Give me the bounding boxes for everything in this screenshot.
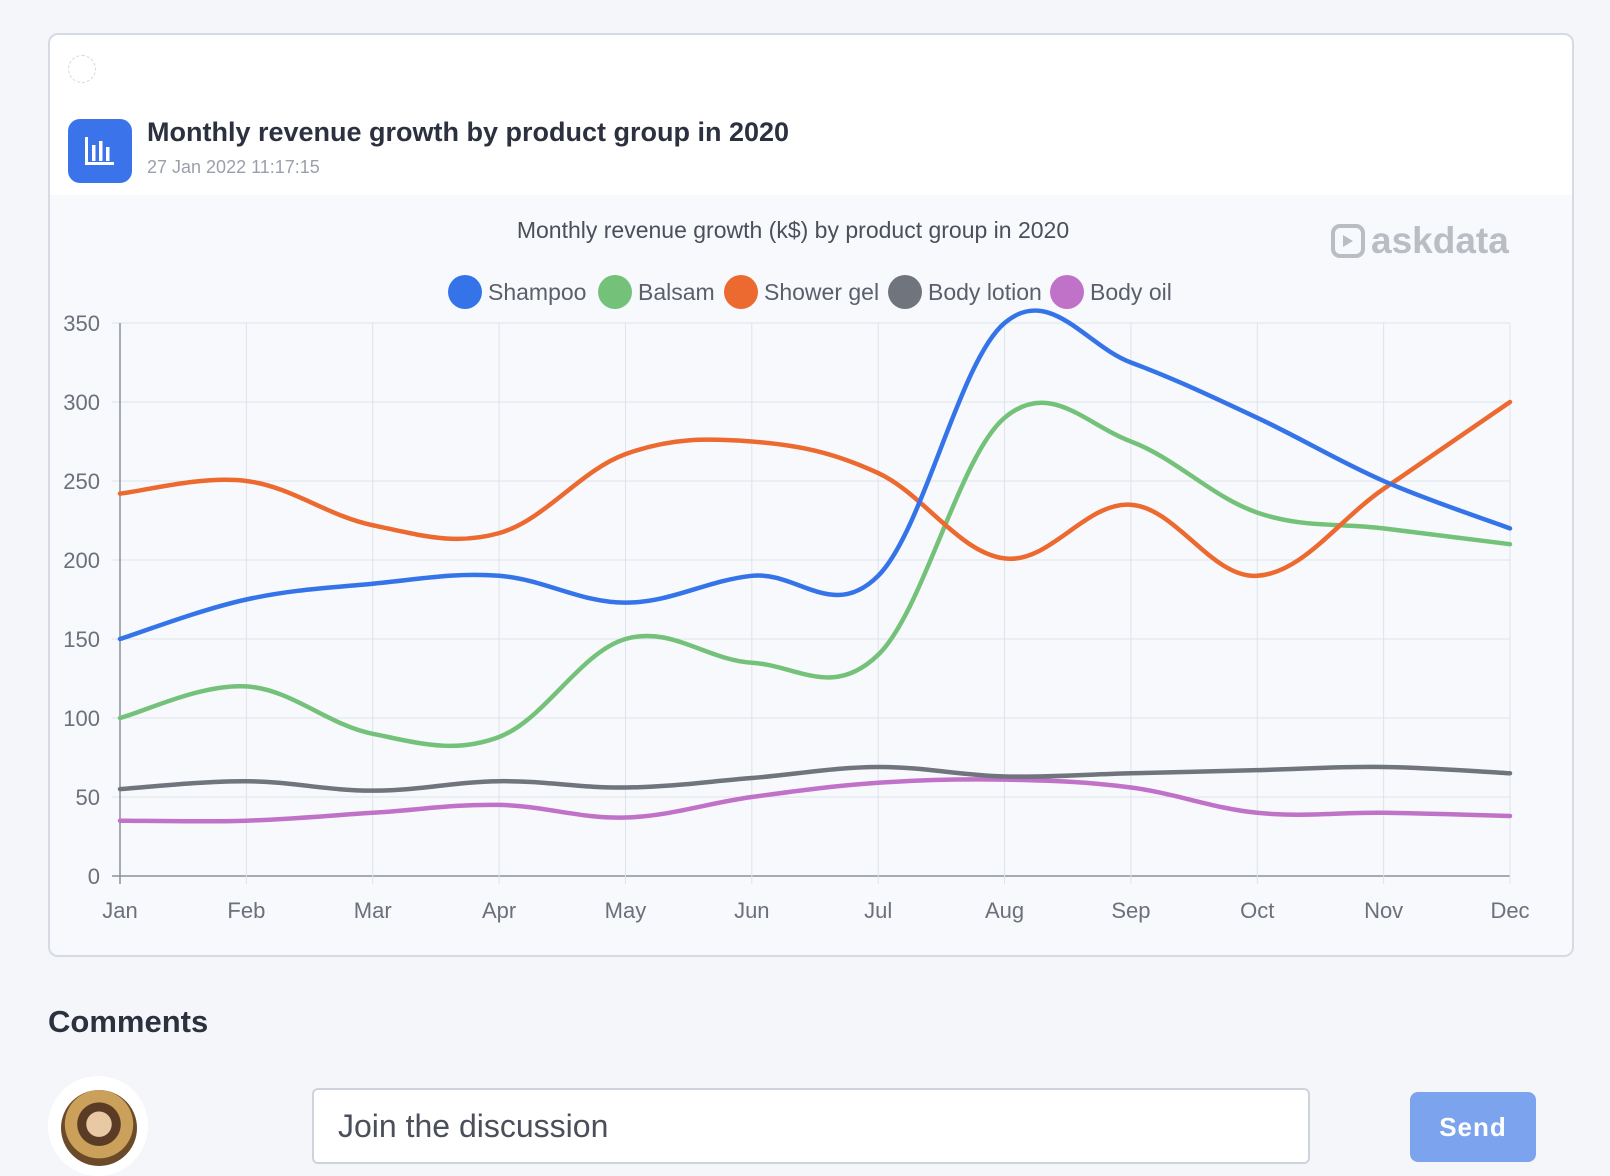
bar-chart-icon bbox=[68, 119, 132, 183]
y-tick-label: 100 bbox=[63, 706, 100, 731]
legend-swatch bbox=[1050, 275, 1084, 309]
series-line-balsam bbox=[117, 400, 1513, 749]
series-line-shower-gel bbox=[117, 399, 1513, 579]
comments-heading: Comments bbox=[48, 1004, 209, 1039]
y-tick-label: 0 bbox=[88, 864, 100, 889]
x-tick-label: Jan bbox=[102, 898, 137, 923]
user-avatar[interactable] bbox=[61, 1090, 137, 1166]
x-tick-label: Oct bbox=[1240, 898, 1274, 923]
legend-item-body-lotion[interactable]: Body lotion bbox=[888, 275, 1042, 309]
y-tick-label: 300 bbox=[63, 390, 100, 415]
legend-swatch bbox=[724, 275, 758, 309]
askdata-logo: askdata bbox=[1331, 220, 1509, 261]
askdata-wordmark: askdata bbox=[1371, 220, 1509, 261]
legend-swatch bbox=[448, 275, 482, 309]
report-timestamp: 27 Jan 2022 11:17:15 bbox=[147, 157, 320, 177]
legend-label: Body lotion bbox=[928, 279, 1042, 305]
y-tick-label: 350 bbox=[63, 311, 100, 336]
y-tick-label: 200 bbox=[63, 548, 100, 573]
report-card: Monthly revenue growth by product group … bbox=[48, 33, 1574, 957]
x-tick-label: Sep bbox=[1111, 898, 1150, 923]
x-tick-label: Feb bbox=[227, 898, 265, 923]
x-tick-label: Dec bbox=[1490, 898, 1529, 923]
x-tick-label: Nov bbox=[1364, 898, 1403, 923]
legend-item-shower-gel[interactable]: Shower gel bbox=[724, 275, 879, 309]
legend-label: Shower gel bbox=[764, 279, 879, 305]
legend-swatch bbox=[888, 275, 922, 309]
series-line-body-oil bbox=[117, 777, 1513, 824]
x-tick-label: Mar bbox=[354, 898, 392, 923]
series-line-body-lotion bbox=[117, 764, 1513, 793]
drag-handle-icon[interactable] bbox=[68, 55, 96, 83]
legend-label: Shampoo bbox=[488, 279, 586, 305]
legend-swatch bbox=[598, 275, 632, 309]
report-title: Monthly revenue growth by product group … bbox=[147, 117, 790, 147]
y-tick-label: 250 bbox=[63, 469, 100, 494]
legend-item-shampoo[interactable]: Shampoo bbox=[448, 275, 586, 309]
legend-item-body-oil[interactable]: Body oil bbox=[1050, 275, 1172, 309]
askdata-logo-icon bbox=[1331, 224, 1365, 258]
y-tick-label: 150 bbox=[63, 627, 100, 652]
send-button[interactable]: Send bbox=[1410, 1092, 1536, 1162]
line-chart: 0 50 100 150 200 250 300 350 Jan Feb Mar Apr May Jun J… bbox=[63, 217, 1529, 923]
y-tick-label: 50 bbox=[76, 785, 100, 810]
x-tick-label: Jun bbox=[734, 898, 769, 923]
chart-area: 0 50 100 150 200 250 300 350 Jan Feb Mar Apr May Jun J… bbox=[50, 195, 1572, 955]
x-tick-label: Aug bbox=[985, 898, 1024, 923]
series-line-shampoo bbox=[117, 308, 1513, 642]
legend-item-balsam[interactable]: Balsam bbox=[598, 275, 715, 309]
legend-label: Balsam bbox=[638, 279, 715, 305]
x-tick-label: May bbox=[605, 898, 647, 923]
comment-input[interactable] bbox=[312, 1088, 1310, 1164]
x-tick-label: Apr bbox=[482, 898, 516, 923]
legend-label: Body oil bbox=[1090, 279, 1172, 305]
x-tick-label: Jul bbox=[864, 898, 892, 923]
chart-title: Monthly revenue growth (k$) by product g… bbox=[517, 217, 1069, 243]
